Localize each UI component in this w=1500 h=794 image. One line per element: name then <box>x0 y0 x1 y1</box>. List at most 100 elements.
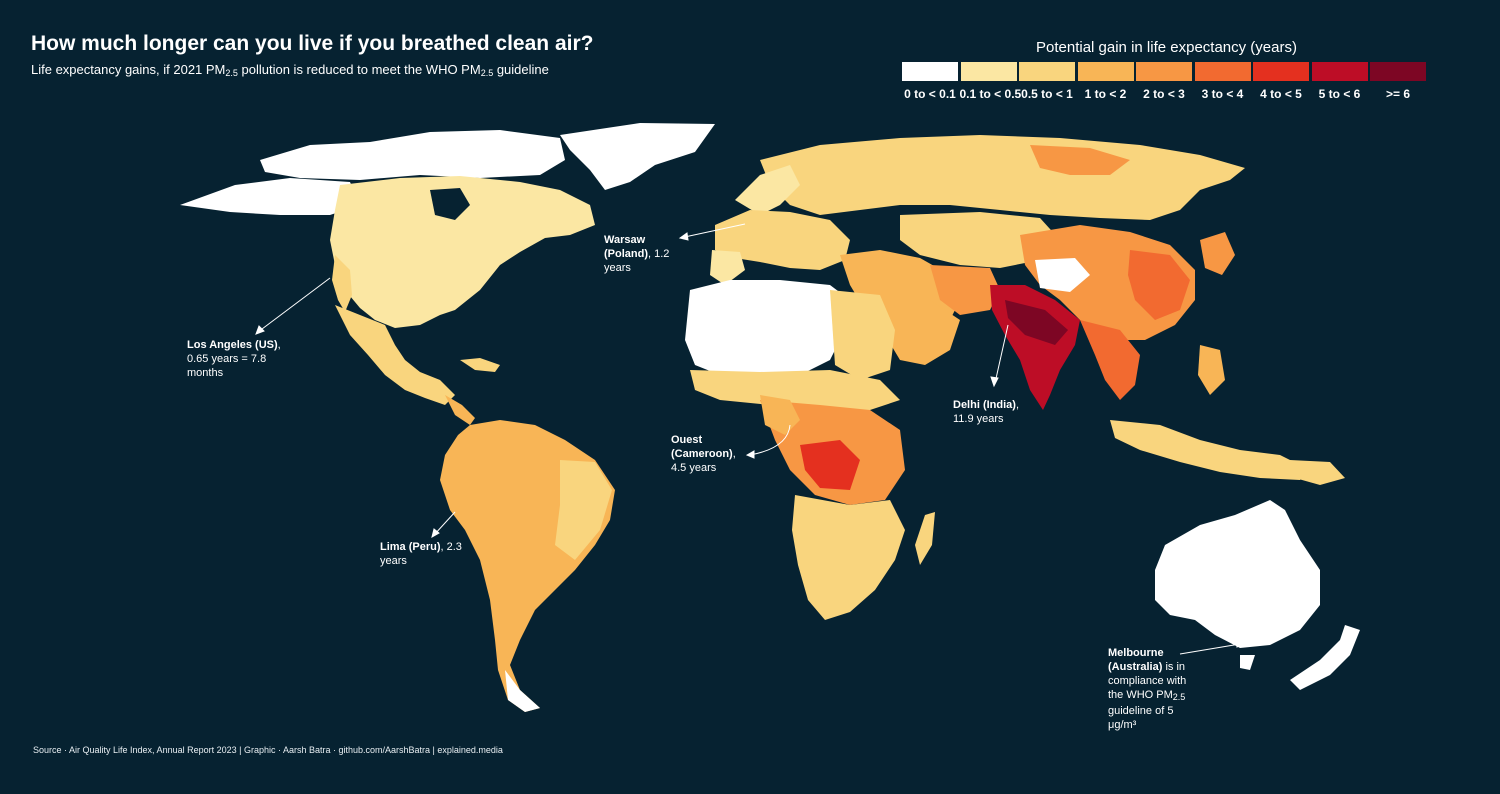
congo-hotspot <box>800 440 860 490</box>
australia <box>1155 500 1320 648</box>
legend-title: Potential gain in life expectancy (years… <box>1036 39 1297 56</box>
north-america <box>180 123 715 425</box>
egypt-sudan <box>830 290 895 380</box>
arrow-melbourne <box>1179 643 1241 655</box>
philippines <box>1198 345 1225 395</box>
arrow-warsaw <box>679 223 746 239</box>
legend-item: >= 6 <box>1369 62 1427 101</box>
page-title: How much longer can you live if you brea… <box>31 32 594 55</box>
annotation-delhi: Delhi (India), 11.9 years <box>953 398 1033 426</box>
legend-label: 4 to < 5 <box>1260 87 1302 101</box>
annotation-melbourne-value2: guideline of 5 μg/m³ <box>1108 705 1174 731</box>
usa-west-coast <box>332 255 352 312</box>
arrow-los-angeles <box>257 277 331 333</box>
arrow-ouest <box>749 424 791 456</box>
tasmania <box>1240 655 1255 670</box>
annotation-lima-name: Lima (Peru) <box>380 541 441 553</box>
patagonia <box>505 670 540 712</box>
legend-label: 2 to < 3 <box>1143 87 1185 101</box>
annotation-delhi-name: Delhi (India) <box>953 399 1016 411</box>
subtitle-part-3: guideline <box>493 62 549 77</box>
europe <box>715 210 850 270</box>
tibet <box>1035 258 1090 292</box>
subtitle-sub-2: 2.5 <box>480 68 494 78</box>
source-credit: Source · Air Quality Life Index, Annual … <box>33 745 503 755</box>
legend-swatch <box>960 62 1017 81</box>
subtitle-part-2: pollution is reduced to meet the WHO PM <box>237 62 481 77</box>
legend-swatch <box>1136 62 1192 81</box>
europe-asia <box>710 135 1245 410</box>
annotation-melbourne-sub: 2.5 <box>1172 692 1186 702</box>
south-america-east <box>555 460 612 560</box>
arctic-islands <box>260 130 565 180</box>
legend-item: 0 to < 0.1 <box>901 62 959 101</box>
papua <box>1290 460 1345 485</box>
alaska-canada-north <box>180 178 360 215</box>
legend-label: 3 to < 4 <box>1201 87 1244 101</box>
legend-swatch <box>1311 62 1368 81</box>
page-subtitle: Life expectancy gains, if 2021 PM2.5 pol… <box>31 62 549 78</box>
arrow-head-warsaw <box>678 232 689 241</box>
annotation-warsaw: Warsaw (Poland), 1.2 years <box>604 233 679 275</box>
legend-label: 0.5 to < 1 <box>1021 87 1073 101</box>
legend-label: 5 to < 6 <box>1318 87 1361 101</box>
legend-item: 2 to < 3 <box>1135 62 1193 101</box>
annotation-melbourne-value: is in compliance with the WHO PM <box>1108 661 1187 701</box>
legend-label: 0 to < 0.1 <box>904 87 956 101</box>
legend-item: 1 to < 2 <box>1077 62 1135 101</box>
annotation-lima-value: , 2.3 years <box>380 541 462 567</box>
southern-africa <box>792 495 905 620</box>
arrow-head-los-angeles <box>255 325 265 335</box>
legend-label: 0.1 to < 0.5 <box>959 87 1022 101</box>
hudson-bay <box>430 188 470 220</box>
new-zealand <box>1290 625 1360 690</box>
southeast-asia <box>1080 320 1140 400</box>
mexico <box>335 305 455 405</box>
madagascar <box>915 512 935 565</box>
annotation-los-angeles: Los Angeles (US), 0.65 years = 7.8 month… <box>187 338 287 380</box>
annotation-warsaw-value: , 1.2 years <box>604 248 670 274</box>
annotation-warsaw-name: Warsaw (Poland) <box>604 234 648 260</box>
legend-item: 0.5 to < 1 <box>1018 62 1076 101</box>
legend-swatch <box>1019 62 1075 81</box>
siberia-hotspot <box>1030 145 1130 175</box>
legend-swatch <box>1370 62 1426 81</box>
sahel <box>690 370 900 410</box>
legend-swatch <box>1253 62 1309 81</box>
legend-label: >= 6 <box>1385 87 1411 101</box>
annotation-los-angeles-name: Los Angeles (US) <box>187 339 278 351</box>
annotation-los-angeles-value: , 0.65 years = 7.8 months <box>187 339 281 379</box>
africa <box>685 280 935 620</box>
legend-swatch <box>1077 62 1134 81</box>
annotation-arrows <box>255 223 1245 655</box>
legend-item: 0.1 to < 0.5 <box>959 62 1022 101</box>
subtitle-part-1: Life expectancy gains, if 2021 PM <box>31 62 226 77</box>
annotation-melbourne-name: Melbourne (Australia) <box>1108 647 1164 673</box>
greenland <box>560 123 715 190</box>
iran-afghanistan <box>930 265 1000 315</box>
legend-item: 3 to < 4 <box>1194 62 1252 101</box>
legend-swatch <box>1194 62 1251 81</box>
arrow-head-melbourne <box>1235 639 1245 648</box>
africa-north <box>685 280 850 375</box>
annotation-ouest-value: , 4.5 years <box>671 448 736 474</box>
arrow-delhi <box>994 324 1009 384</box>
south-america <box>440 420 615 712</box>
annotation-ouest-name: Ouest (Cameroon) <box>671 434 733 460</box>
legend-label: 1 to < 2 <box>1084 87 1127 101</box>
central-america <box>445 395 475 425</box>
iberia-italy <box>710 250 745 285</box>
russia <box>760 135 1245 220</box>
annotation-melbourne: Melbourne (Australia) is in compliance w… <box>1108 646 1193 732</box>
east-china <box>1128 250 1190 320</box>
indonesia <box>1110 420 1310 480</box>
subtitle-sub-1: 2.5 <box>225 68 238 78</box>
arrow-head-ouest <box>745 450 755 459</box>
caribbean <box>460 358 500 372</box>
oceania <box>1110 345 1360 690</box>
annotation-ouest: Ouest (Cameroon), 4.5 years <box>671 433 746 475</box>
arrow-head-lima <box>431 528 440 539</box>
legend-item: 4 to < 5 <box>1252 62 1310 101</box>
annotation-delhi-value: , 11.9 years <box>953 399 1020 425</box>
